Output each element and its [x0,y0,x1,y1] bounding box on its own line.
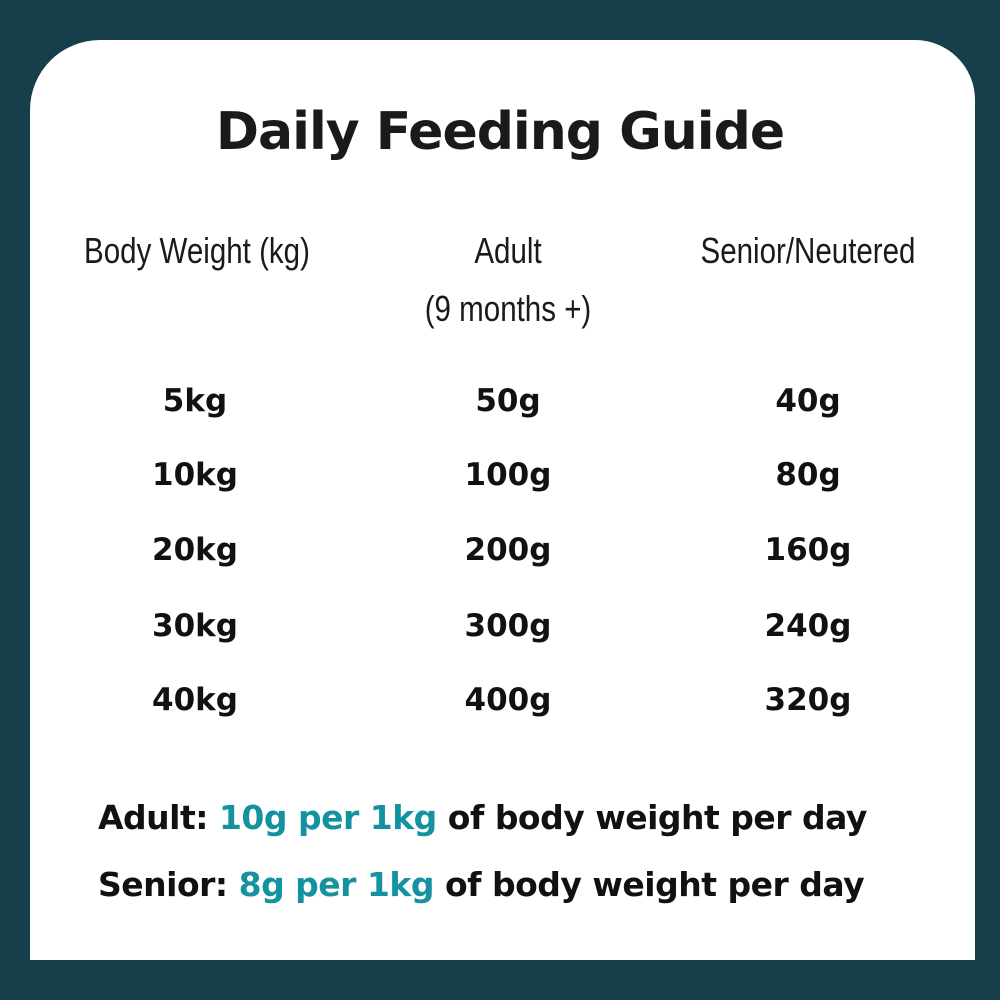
note-rate: 10g per 1kg [218,798,437,837]
page-title: Daily Feeding Guide [215,102,785,162]
table-cell: 300g [464,608,552,644]
table-cell: 80g [775,457,841,493]
table-cell: 100g [464,457,552,493]
table-cell: 160g [764,532,852,568]
table-cell: 400g [464,682,552,718]
table-cell: 20kg [152,532,238,568]
table-cell: 40kg [152,682,238,718]
table-cell: 240g [764,608,852,644]
note-rate: 8g per 1kg [238,865,435,904]
adult-note: Adult: 10g per 1kg of body weight per da… [98,798,867,837]
note-label: Adult: [98,798,208,837]
header-line: Body Weight (kg) [84,230,310,271]
note-label: Senior: [98,865,228,904]
senior-note: Senior: 8g per 1kg of body weight per da… [98,865,865,904]
header-senior: Senior/Neutered [644,222,972,280]
table-cell: 200g [464,532,552,568]
table-cell: 30kg [152,608,238,644]
table-cell: 320g [764,682,852,718]
header-subline: (9 months +) [424,288,592,329]
guide-card [30,40,975,960]
header-adult: Adult (9 months +) [344,222,672,338]
note-rest: of body weight per day [444,865,865,904]
note-rest: of body weight per day [447,798,868,837]
table-cell: 10kg [152,457,238,493]
table-cell: 40g [775,383,841,419]
table-cell: 5kg [162,383,228,419]
header-line: Adult [474,230,542,271]
header-body-weight: Body Weight (kg) [33,222,361,280]
table-cell: 50g [475,383,541,419]
header-line: Senior/Neutered [700,230,916,271]
